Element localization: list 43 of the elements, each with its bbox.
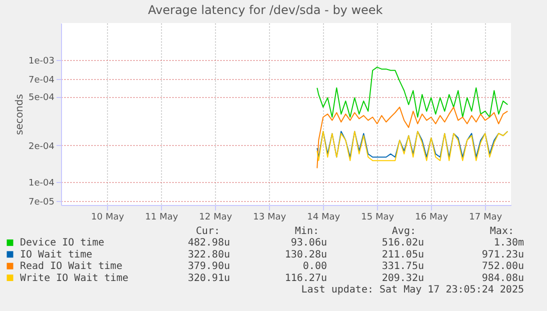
- text: 0.00: [302, 261, 327, 272]
- line-series: [316, 106, 508, 169]
- text: 482.98u: [188, 238, 230, 249]
- line-series: [316, 66, 508, 118]
- legend-label: Device IO time: [20, 238, 104, 249]
- y-tick-label: 5e-04: [28, 93, 55, 104]
- text: 209.32u: [382, 272, 424, 284]
- text: 971.23u: [482, 249, 524, 260]
- text: 322.80u: [188, 249, 230, 260]
- text: Last update: Sat May 17 23:05:24 2025: [301, 284, 524, 296]
- chart-title: Average latency for /dev/sda - by week: [148, 3, 383, 17]
- y-tick-label: 1e-04: [28, 178, 55, 189]
- x-tick-label: 13 May: [253, 212, 287, 222]
- text: 752.00u: [482, 261, 524, 272]
- text: Avg:: [392, 226, 416, 237]
- x-tick-label: 16 May: [415, 212, 449, 222]
- text: 211.05u: [382, 249, 424, 260]
- x-tick-label: 15 May: [361, 212, 395, 222]
- text: 116.27u: [284, 272, 327, 284]
- text: 93.06u: [290, 238, 327, 249]
- text: 320.91u: [188, 272, 230, 284]
- y-tick-label: 1e-03: [28, 56, 54, 66]
- legend-label: Write IO Wait time: [20, 272, 128, 284]
- legend-label: Read IO Wait time: [20, 261, 122, 272]
- text: 516.02u: [382, 238, 424, 249]
- y-tick-label: 7e-05: [28, 198, 54, 208]
- legend-label: IO Wait time: [20, 249, 92, 260]
- x-tick-label: 12 May: [199, 212, 233, 222]
- x-tick-label: 14 May: [307, 212, 341, 222]
- text: 379.90u: [188, 261, 230, 272]
- text: 1.30m: [494, 238, 524, 249]
- text: Cur:: [196, 226, 220, 237]
- x-tick-label: 11 May: [145, 212, 179, 222]
- text: 130.28u: [284, 249, 327, 260]
- text: 331.75u: [382, 261, 424, 272]
- y-axis-title: seconds: [14, 94, 26, 135]
- y-tick-label: 2e-04: [28, 142, 55, 152]
- text: 984.08u: [482, 272, 524, 284]
- x-tick-label: 10 May: [91, 212, 125, 222]
- x-tick-label: 17 May: [469, 212, 503, 222]
- y-tick-label: 7e-04: [28, 75, 55, 86]
- text: Min:: [294, 226, 319, 237]
- text: Max:: [490, 226, 514, 237]
